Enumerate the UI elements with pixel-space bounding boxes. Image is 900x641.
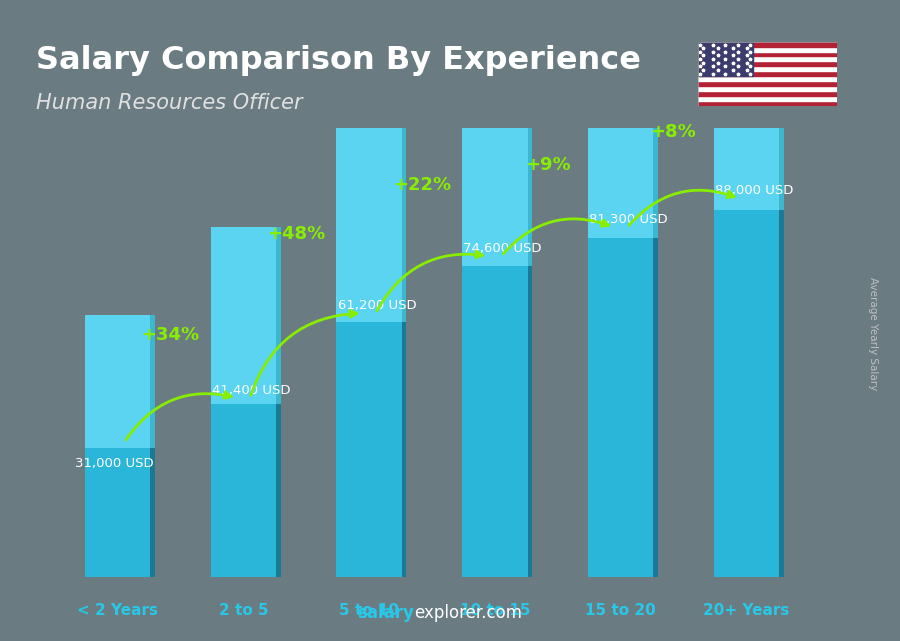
Bar (401, 315, 407, 577)
Bar (653, 0, 658, 238)
Text: 15 to 20: 15 to 20 (585, 603, 656, 617)
Bar (588, 0, 653, 238)
Text: +22%: +22% (393, 176, 451, 194)
Bar (653, 229, 658, 577)
Text: 10 to 15: 10 to 15 (460, 603, 530, 617)
Bar (779, 0, 784, 210)
Bar (698, 62, 837, 66)
Text: 74,600 USD: 74,600 USD (464, 242, 542, 254)
Bar (85, 315, 150, 448)
Bar (276, 228, 281, 404)
Bar (698, 56, 837, 62)
Text: +48%: +48% (267, 225, 326, 243)
Bar (698, 51, 837, 56)
Bar (698, 86, 837, 91)
Bar (698, 101, 837, 106)
Bar (211, 228, 276, 404)
Text: 61,200 USD: 61,200 USD (338, 299, 417, 312)
Text: 2 to 5: 2 to 5 (219, 603, 268, 617)
Bar (401, 60, 407, 322)
Bar (150, 315, 155, 448)
Text: Human Resources Officer: Human Resources Officer (36, 93, 302, 113)
Bar (698, 42, 753, 76)
Bar (698, 91, 837, 96)
Text: explorer.com: explorer.com (414, 604, 522, 622)
Bar (276, 400, 281, 577)
Text: +8%: +8% (651, 123, 697, 141)
Text: Salary Comparison By Experience: Salary Comparison By Experience (36, 45, 641, 76)
Text: Average Yearly Salary: Average Yearly Salary (868, 277, 878, 390)
Text: +9%: +9% (525, 156, 571, 174)
Bar (85, 444, 150, 577)
Bar (698, 42, 837, 47)
Text: 20+ Years: 20+ Years (703, 603, 789, 617)
Text: 41,400 USD: 41,400 USD (212, 383, 291, 397)
Text: 31,000 USD: 31,000 USD (75, 457, 154, 470)
Bar (463, 258, 527, 577)
Bar (779, 201, 784, 577)
Bar (714, 201, 779, 577)
Text: salary: salary (357, 604, 414, 622)
Text: 81,300 USD: 81,300 USD (590, 213, 668, 226)
Text: < 2 Years: < 2 Years (77, 603, 158, 617)
Bar (698, 76, 837, 81)
Bar (588, 229, 653, 577)
Bar (527, 0, 532, 266)
Bar (698, 81, 837, 86)
Bar (211, 400, 276, 577)
Text: 5 to 10: 5 to 10 (339, 603, 399, 617)
Text: 88,000 USD: 88,000 USD (715, 185, 793, 197)
Text: +34%: +34% (141, 326, 200, 344)
Bar (698, 96, 837, 101)
Bar (698, 47, 837, 51)
Bar (527, 258, 532, 577)
Bar (698, 71, 837, 76)
Bar (337, 315, 401, 577)
Bar (463, 0, 527, 266)
Bar (337, 60, 401, 322)
Bar (150, 444, 155, 577)
Bar (714, 0, 779, 210)
Bar (698, 66, 837, 71)
